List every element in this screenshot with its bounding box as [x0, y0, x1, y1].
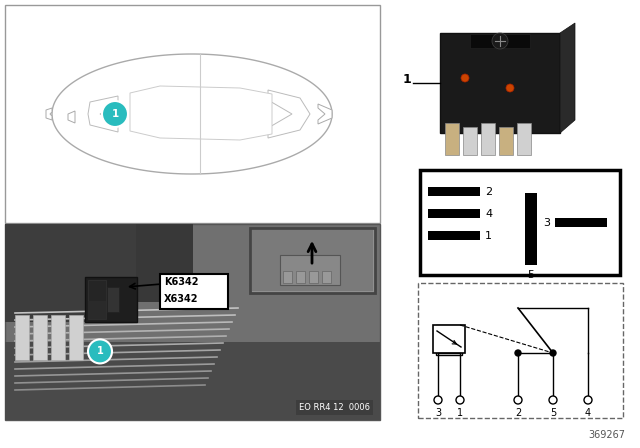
Circle shape	[461, 74, 469, 82]
Bar	[250, 228, 375, 293]
Text: 4: 4	[485, 208, 492, 219]
Bar	[322, 271, 331, 283]
Bar	[440, 33, 560, 133]
Bar	[470, 34, 530, 48]
Bar	[445, 123, 459, 155]
Text: 1: 1	[403, 73, 412, 86]
Circle shape	[549, 396, 557, 404]
Bar	[420, 170, 620, 275]
Bar	[5, 5, 380, 223]
Circle shape	[88, 340, 112, 363]
Bar	[15, 315, 29, 360]
Text: 4: 4	[585, 408, 591, 418]
Text: 2: 2	[515, 408, 521, 418]
Bar	[5, 224, 380, 420]
Circle shape	[456, 396, 464, 404]
Polygon shape	[268, 90, 310, 138]
Bar	[428, 187, 480, 196]
Bar	[5, 224, 193, 302]
Text: X6342: X6342	[164, 294, 198, 304]
Bar	[296, 271, 305, 283]
Circle shape	[584, 396, 592, 404]
Text: 369267: 369267	[588, 430, 625, 440]
Polygon shape	[130, 86, 272, 140]
Polygon shape	[52, 54, 332, 174]
Bar	[309, 271, 318, 283]
Text: 5: 5	[527, 270, 534, 280]
Bar	[88, 301, 106, 319]
Text: K6342: K6342	[164, 277, 198, 287]
Bar	[160, 274, 228, 309]
Bar	[85, 277, 137, 322]
Bar	[433, 325, 465, 353]
Circle shape	[434, 396, 442, 404]
Bar	[5, 224, 136, 322]
Text: 1: 1	[457, 408, 463, 418]
Bar	[252, 230, 373, 291]
Text: 1: 1	[111, 109, 118, 119]
Polygon shape	[88, 96, 118, 132]
Text: 2: 2	[485, 186, 492, 197]
Text: 1: 1	[97, 346, 104, 357]
Polygon shape	[560, 23, 575, 133]
Bar	[69, 315, 83, 360]
Bar	[418, 283, 623, 418]
Bar	[499, 127, 513, 155]
Bar	[88, 280, 106, 319]
Bar	[555, 218, 607, 227]
Bar	[436, 325, 462, 355]
Bar	[463, 127, 477, 155]
Bar	[428, 231, 480, 240]
Bar	[283, 271, 292, 283]
Polygon shape	[318, 104, 332, 124]
Bar	[5, 341, 380, 420]
Bar	[517, 123, 531, 155]
Text: 3: 3	[543, 217, 550, 228]
Text: 3: 3	[435, 408, 441, 418]
Bar	[428, 209, 480, 218]
Circle shape	[550, 350, 556, 356]
Bar	[280, 255, 340, 285]
Text: 5: 5	[550, 408, 556, 418]
Circle shape	[102, 101, 128, 127]
Bar	[51, 315, 65, 360]
Circle shape	[492, 33, 508, 49]
Bar	[525, 193, 537, 265]
Polygon shape	[46, 108, 52, 120]
Bar	[107, 287, 119, 312]
Text: 1: 1	[485, 231, 492, 241]
Text: EO RR4 12  0006: EO RR4 12 0006	[299, 403, 370, 412]
Circle shape	[506, 84, 514, 92]
Circle shape	[515, 350, 521, 356]
Bar	[481, 123, 495, 155]
Circle shape	[514, 396, 522, 404]
Polygon shape	[68, 111, 75, 123]
Bar	[33, 315, 47, 360]
